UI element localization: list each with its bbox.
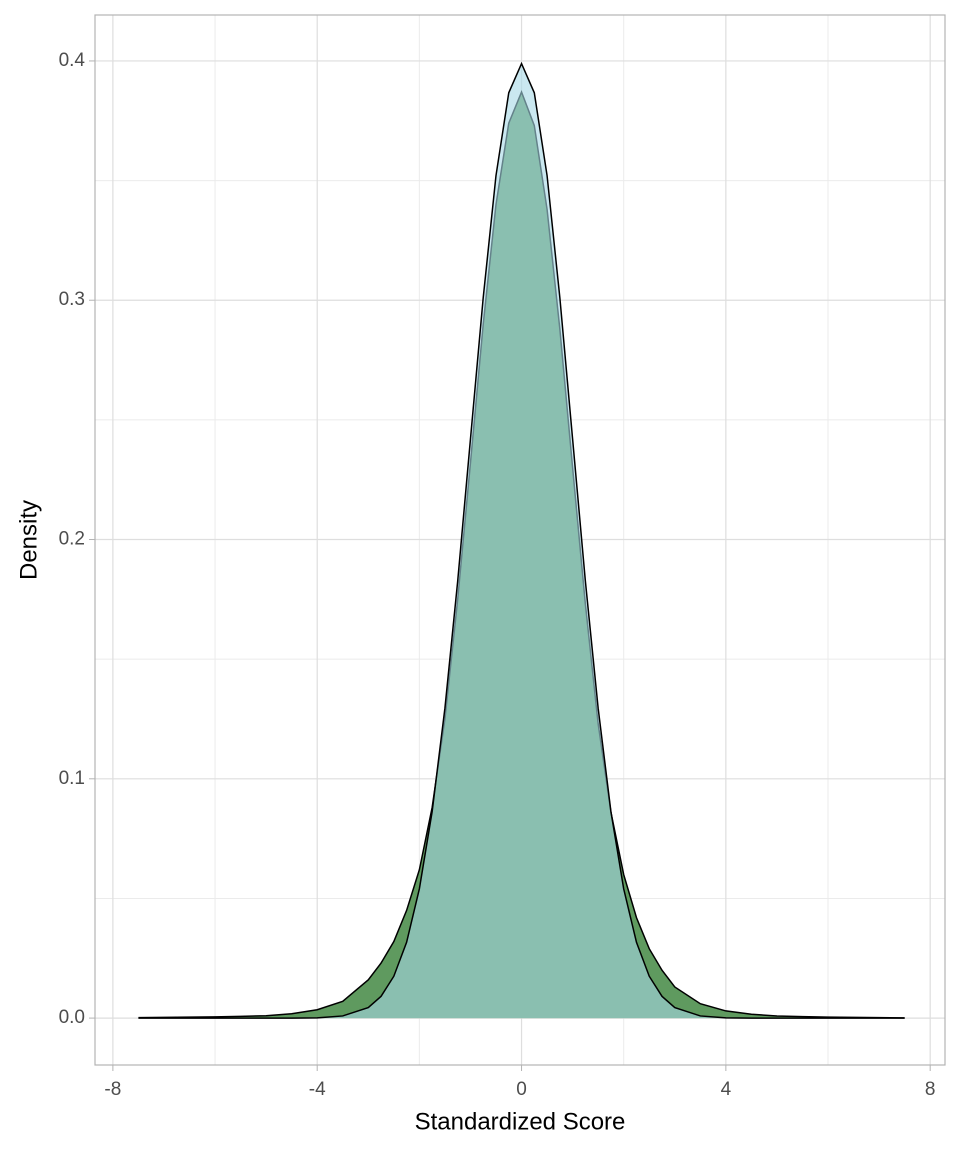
y-tick-label: 0.3 <box>59 289 85 310</box>
y-tick-label: 0.0 <box>59 1007 85 1028</box>
x-tick-label: 8 <box>925 1079 936 1100</box>
density-outline <box>138 61 905 1019</box>
y-tick-label: 0.1 <box>59 768 85 789</box>
y-axis-title: Density <box>15 500 42 580</box>
panel-border <box>94 14 946 1066</box>
y-tick-label: 0.4 <box>59 50 86 71</box>
x-tick-label: -8 <box>104 1079 121 1100</box>
x-tick-label: -4 <box>309 1079 326 1100</box>
x-axis-title: Standardized Score <box>415 1108 626 1135</box>
x-tick-label: 4 <box>721 1079 732 1100</box>
y-tick-label: 0.2 <box>59 529 85 550</box>
x-tick-label: 0 <box>516 1079 527 1100</box>
density-area <box>138 63 905 1019</box>
